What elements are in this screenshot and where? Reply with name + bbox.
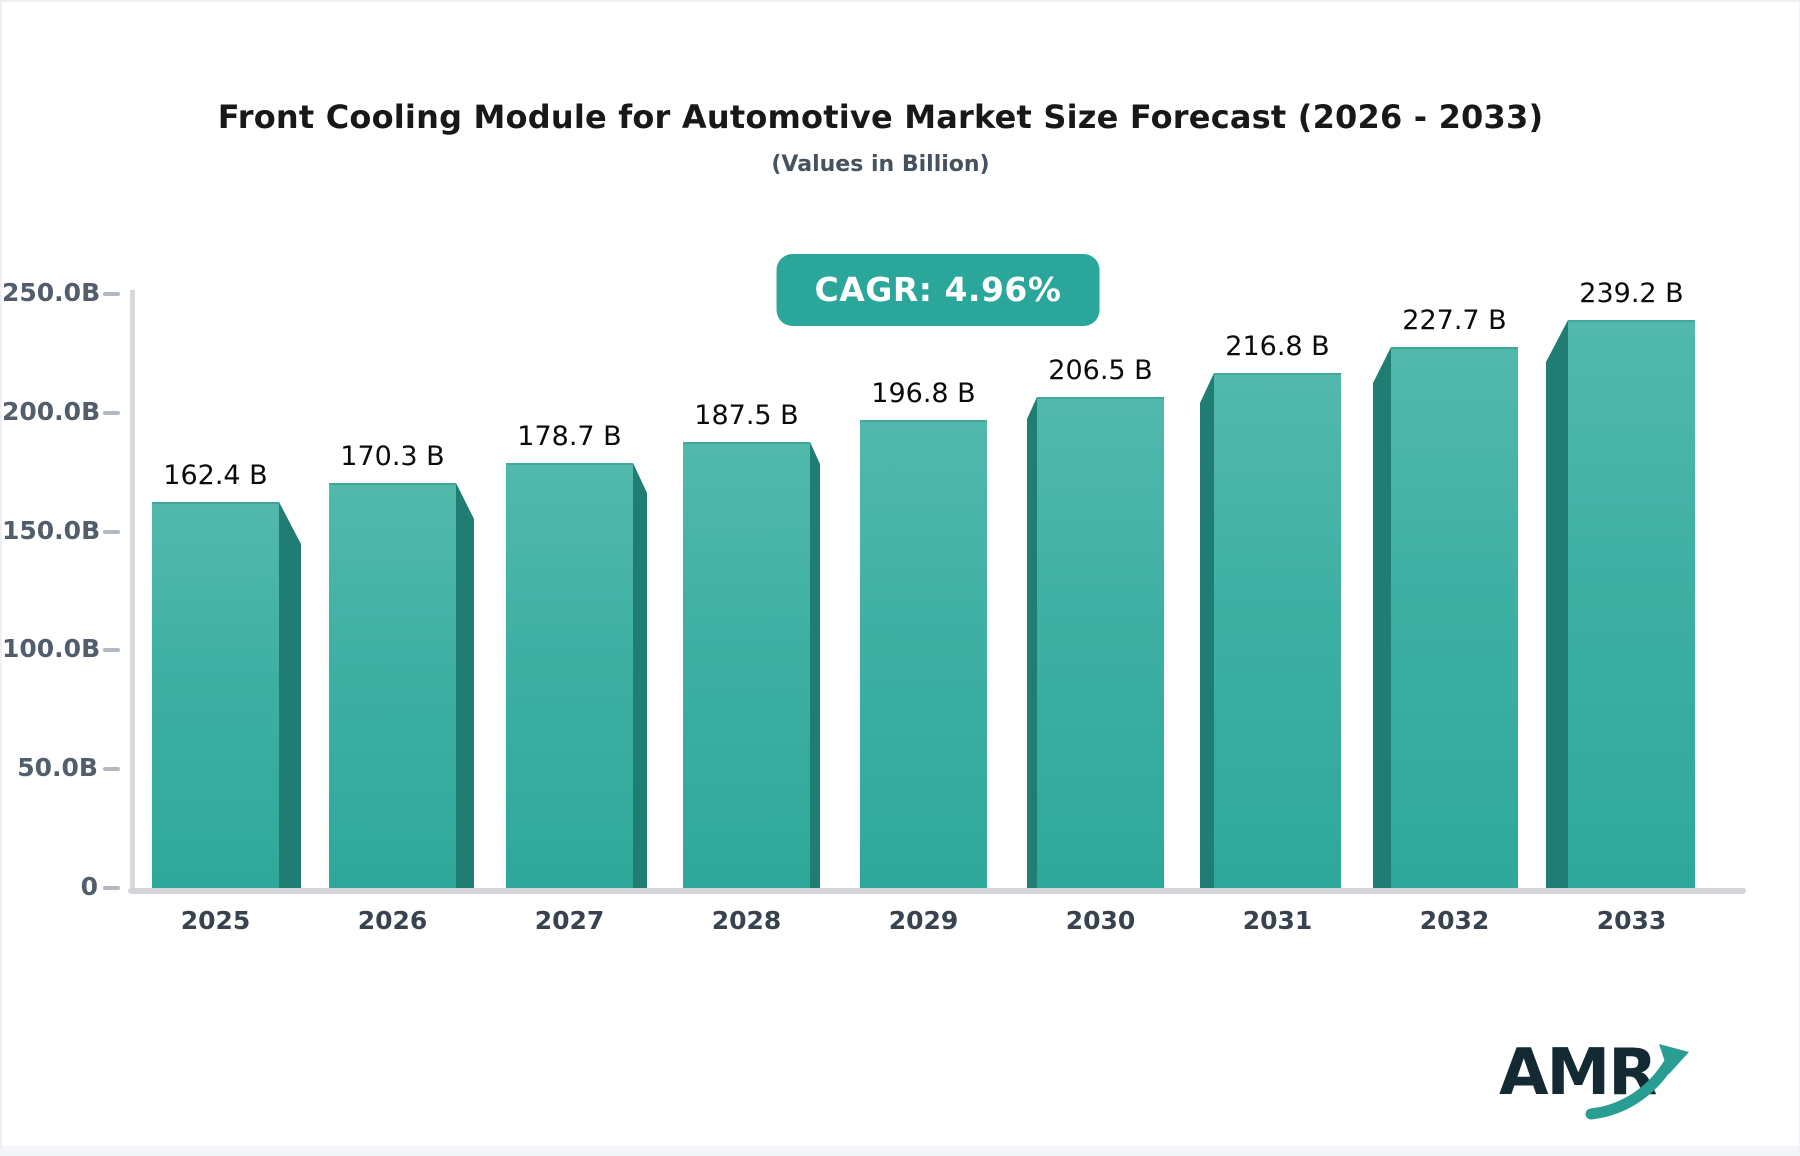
bar-side-2027 [633, 463, 647, 888]
y-tick-label-100.0B: 100.0B [2, 634, 101, 664]
x-tick-label-2027: 2027 [534, 906, 605, 935]
bar-2032 [1391, 347, 1518, 888]
bar-2028 [683, 442, 810, 888]
cagr-badge: CAGR: 4.96% [776, 254, 1100, 326]
bar-value-2027: 178.7 B [517, 421, 622, 452]
bar-side-2030 [1027, 397, 1037, 888]
bar-2029 [860, 420, 987, 888]
bar-2026 [329, 483, 456, 888]
chart-title: Front Cooling Module for Automotive Mark… [217, 98, 1544, 136]
bar-value-2032: 227.7 B [1402, 305, 1507, 336]
x-tick-label-2033: 2033 [1596, 906, 1667, 935]
y-tick-mark-200.0B [103, 410, 120, 415]
y-tick-label-150.0B: 150.0B [2, 515, 101, 545]
y-tick-mark-0 [103, 886, 120, 890]
bar-value-2030: 206.5 B [1048, 355, 1153, 386]
x-tick-label-2031: 2031 [1242, 906, 1313, 935]
x-tick-label-2025: 2025 [180, 906, 251, 935]
y-tick-label-0: 0 [80, 872, 98, 901]
bar-2033 [1568, 320, 1695, 888]
x-tick-label-2029: 2029 [888, 906, 959, 935]
x-tick-label-2030: 2030 [1065, 906, 1136, 935]
bar-2030 [1037, 397, 1164, 888]
bar-value-2029: 196.8 B [871, 378, 976, 409]
bar-2025 [152, 502, 279, 888]
x-tick-label-2032: 2032 [1419, 906, 1490, 935]
logo-arrow-swoosh-icon [1585, 1054, 1677, 1120]
x-tick-label-2026: 2026 [357, 906, 428, 935]
y-tick-mark-250.0B [103, 292, 120, 296]
y-tick-label-200.0B: 200.0B [2, 396, 101, 426]
bar-side-2032 [1373, 347, 1391, 888]
bar-value-2025: 162.4 B [163, 460, 268, 491]
bar-value-2026: 170.3 B [340, 441, 445, 472]
bar-value-2033: 239.2 B [1579, 278, 1684, 309]
bar-side-2031 [1200, 373, 1214, 888]
bar-2031 [1214, 373, 1341, 888]
y-tick-mark-150.0B [103, 529, 120, 534]
logo-arrowhead-icon [1659, 1044, 1689, 1074]
x-axis-line [128, 888, 1746, 894]
bar-2027 [506, 463, 633, 888]
amr-logo-graphic: AMR [1499, 1036, 1689, 1120]
chart-subtitle: (Values in Billion) [771, 152, 990, 177]
y-tick-label-50.0B: 50.0B [17, 753, 98, 783]
amr-logo: AMR [1499, 1020, 1719, 1124]
y-tick-mark-100.0B [103, 648, 120, 653]
bar-side-2026 [456, 483, 474, 888]
y-axis-line [130, 290, 135, 888]
bar-side-2033 [1546, 320, 1568, 888]
x-tick-label-2028: 2028 [711, 906, 782, 935]
bar-side-2028 [810, 442, 820, 888]
y-tick-mark-50.0B [103, 767, 120, 772]
y-tick-label-250.0B: 250.0B [2, 278, 101, 307]
bar-value-2031: 216.8 B [1225, 331, 1330, 362]
bar-value-2028: 187.5 B [694, 400, 799, 431]
bar-side-2025 [279, 502, 301, 888]
